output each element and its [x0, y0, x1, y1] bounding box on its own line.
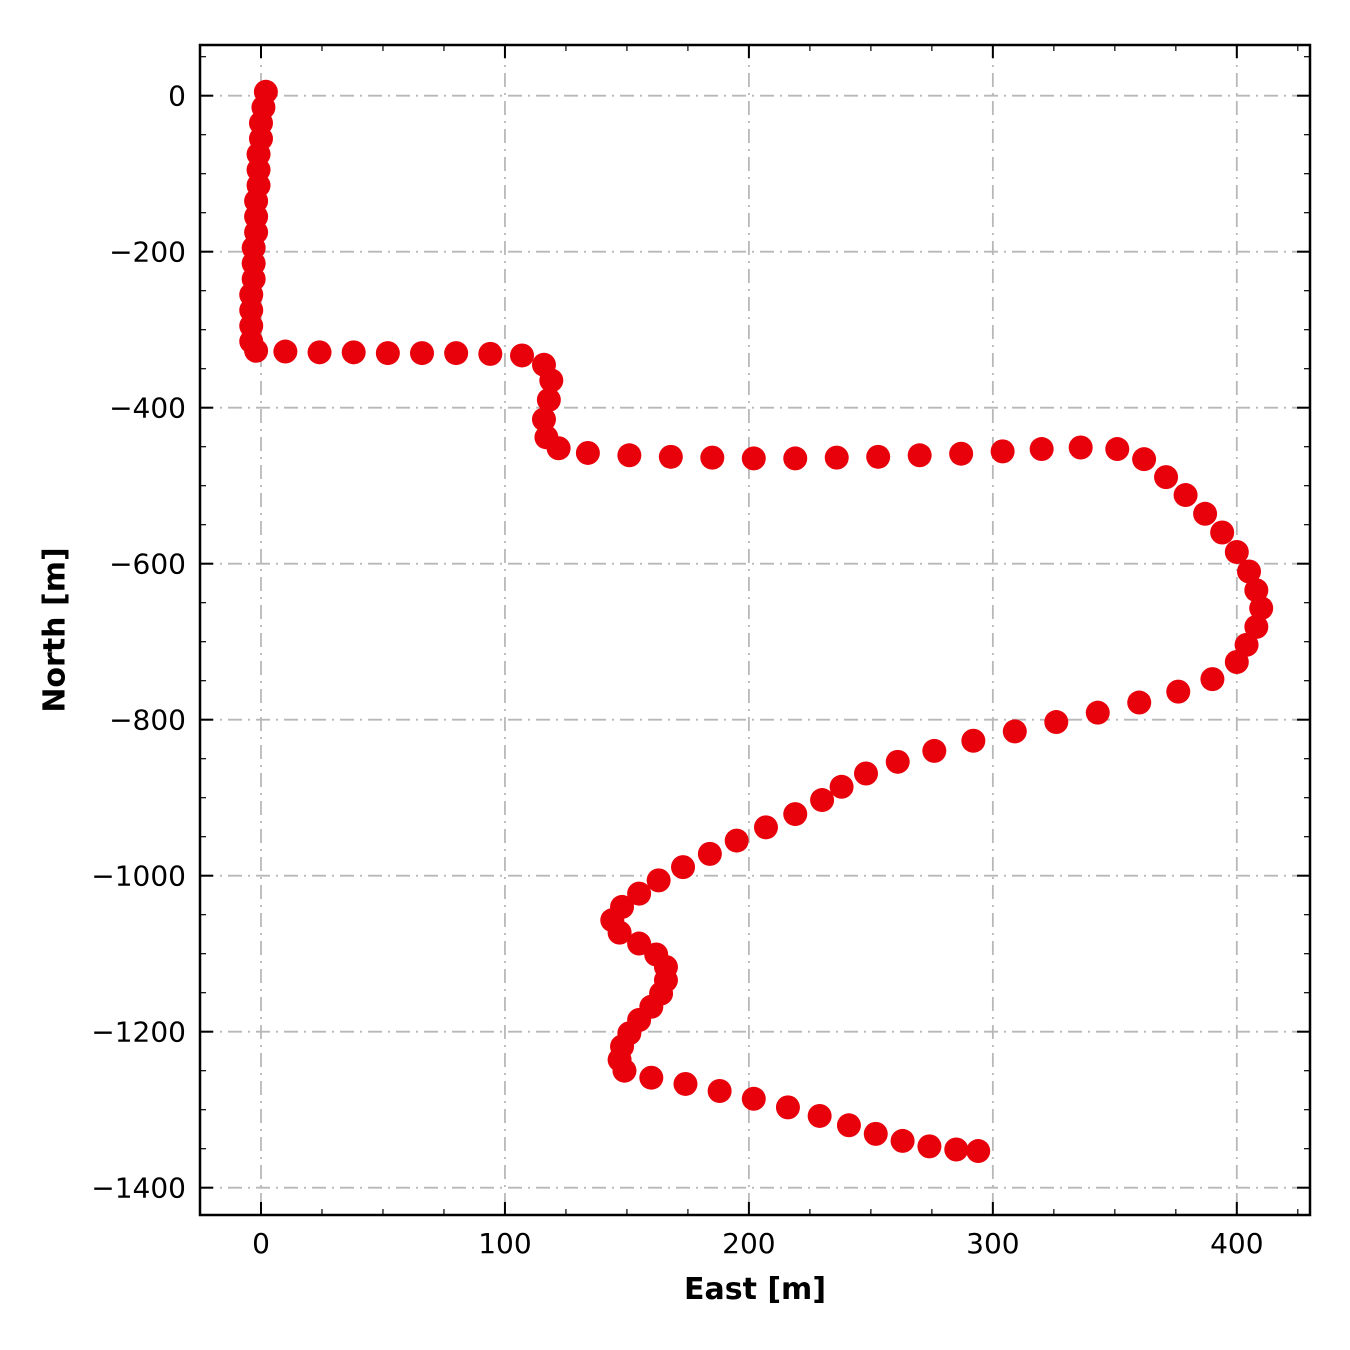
- y-tick-label: −400: [109, 392, 186, 425]
- trajectory-point: [866, 444, 891, 469]
- trajectory-point: [697, 841, 722, 866]
- trajectory-point: [410, 341, 434, 366]
- trajectory-point: [607, 920, 632, 945]
- trajectory-point: [1068, 435, 1093, 460]
- trajectory-point: [546, 436, 571, 461]
- trajectory-point: [807, 1103, 832, 1128]
- trajectory-point: [1237, 559, 1262, 584]
- y-tick-label: 0: [168, 80, 186, 113]
- y-tick-label: −1200: [91, 1016, 186, 1049]
- trajectory-point: [810, 788, 835, 813]
- trajectory-point: [1127, 690, 1152, 715]
- trajectory-point: [990, 439, 1015, 464]
- trajectory-point: [863, 1121, 888, 1146]
- trajectory-point: [658, 444, 683, 469]
- trajectory-point: [444, 341, 469, 366]
- trajectory-point: [273, 339, 298, 364]
- trajectory-point: [885, 749, 910, 774]
- y-tick-label: −1000: [91, 860, 186, 893]
- trajectory-point: [1224, 649, 1249, 674]
- trajectory-point: [244, 338, 269, 363]
- trajectory-point: [922, 738, 947, 763]
- y-tick-label: −600: [109, 548, 186, 581]
- trajectory-point: [575, 440, 600, 465]
- trajectory-point: [627, 881, 652, 906]
- trajectory-point: [478, 341, 503, 366]
- trajectory-point: [1085, 700, 1110, 725]
- trajectory-point: [700, 445, 725, 470]
- trajectory-point: [1193, 501, 1218, 526]
- trajectory-point: [1044, 710, 1069, 735]
- trajectory-point: [531, 407, 556, 432]
- trajectory-point: [783, 802, 808, 827]
- trajectory-point: [510, 343, 535, 368]
- trajectory-point: [1224, 540, 1249, 564]
- trajectory-point: [617, 443, 642, 468]
- trajectory-point: [917, 1134, 942, 1159]
- x-tick-label: 200: [722, 1227, 775, 1260]
- y-tick-label: −800: [109, 704, 186, 737]
- x-tick-label: 100: [478, 1227, 531, 1260]
- trajectory-point: [1173, 483, 1198, 508]
- trajectory-point: [961, 728, 986, 753]
- trajectory-point: [1249, 596, 1274, 621]
- trajectory-point: [890, 1128, 915, 1153]
- trajectory-point: [1210, 520, 1235, 545]
- trajectory-point: [639, 1065, 664, 1090]
- trajectory-point: [612, 1058, 637, 1083]
- trajectory-point: [1029, 437, 1054, 462]
- trajectory-point: [907, 443, 932, 468]
- trajectory-point: [341, 340, 366, 365]
- trajectory-point: [671, 855, 696, 880]
- trajectory-point: [707, 1078, 732, 1103]
- trajectory-point: [741, 446, 766, 471]
- trajectory-point: [375, 341, 400, 366]
- plot-frame: [198, 43, 1312, 1217]
- trajectory-point: [1132, 447, 1157, 472]
- trajectory-point: [536, 387, 561, 412]
- trajectory-point: [1244, 614, 1269, 639]
- y-tick-label: −200: [109, 236, 186, 269]
- x-tick-label: 0: [252, 1227, 270, 1260]
- trajectory-point: [783, 446, 808, 471]
- trajectory-point: [944, 1137, 969, 1162]
- x-tick-label: 400: [1210, 1227, 1263, 1260]
- y-axis-label: North [m]: [37, 547, 73, 713]
- trajectory-point: [1200, 667, 1225, 692]
- trajectory-point: [724, 828, 749, 853]
- trajectory-point: [1105, 437, 1130, 462]
- trajectory-point: [539, 368, 564, 393]
- trajectory-point: [741, 1086, 766, 1111]
- trajectory-point: [1002, 719, 1027, 744]
- trajectory-point: [966, 1139, 991, 1164]
- trajectory-point: [627, 931, 652, 956]
- trajectory-point: [775, 1095, 800, 1120]
- trajectory-point: [1166, 679, 1191, 704]
- trajectory-point: [646, 868, 671, 893]
- trajectory-point: [836, 1113, 861, 1138]
- trajectory-point: [829, 774, 854, 799]
- x-tick-label: 300: [966, 1227, 1019, 1260]
- trajectory-point: [854, 761, 878, 786]
- trajectory-point: [1154, 465, 1179, 490]
- trajectory-point: [824, 445, 849, 470]
- x-axis-label: East [m]: [683, 1272, 827, 1307]
- y-tick-label: −1400: [91, 1172, 186, 1205]
- trajectory-point: [753, 815, 778, 840]
- trajectory-point: [673, 1071, 698, 1096]
- trajectory-point: [949, 441, 974, 466]
- trajectory-point: [307, 340, 332, 365]
